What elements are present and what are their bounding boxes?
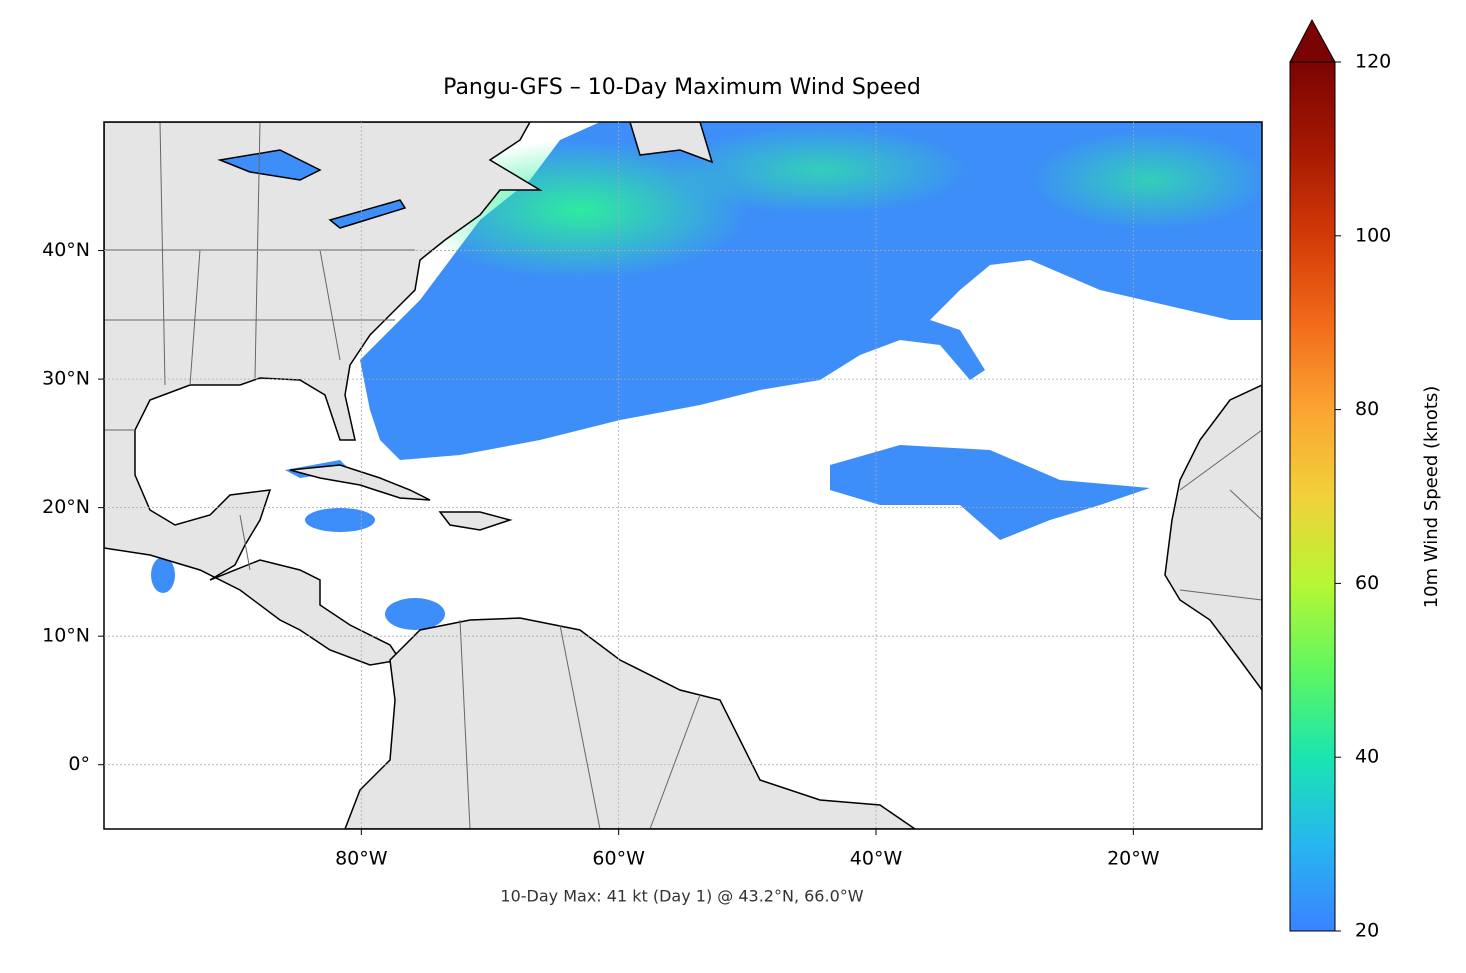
y-tick-label: 20°N [42,496,90,518]
colorbar-label: 10m Wind Speed (knots) [1421,386,1442,609]
great-lakes [217,149,407,229]
y-tick-label: 10°N [42,625,90,647]
colorbar-tick-label: 80 [1355,398,1379,420]
x-tick-label: 20°W [1107,848,1160,870]
annotation: 10-Day Max: 41 kt (Day 1) @ 43.2°N, 66.0… [500,887,863,906]
y-tick-label: 40°N [42,239,90,261]
north-america [104,122,543,666]
x-tick-label: 60°W [592,848,645,870]
colorbar-tick-label: 40 [1355,746,1379,768]
y-tick-label: 0° [68,753,90,775]
colorbar-extend [1289,18,1336,63]
x-tick-label: 80°W [335,848,388,870]
colorbar-frame [1289,61,1336,932]
borders [104,122,1262,829]
map [104,122,1262,829]
colorbar [1290,62,1335,931]
colorbar-tick-label: 20 [1355,920,1379,942]
x-tick-label: 40°W [850,848,903,870]
chart-title: Pangu-GFS – 10-Day Maximum Wind Speed [443,75,921,100]
hispaniola [438,511,513,531]
y-tick-label: 30°N [42,368,90,390]
colorbar-tick-label: 120 [1355,51,1391,73]
colorbar-tick-label: 100 [1355,224,1391,246]
frame [103,121,1263,830]
south-america [344,617,917,829]
cuba [289,464,431,501]
colorbar-tick-label: 60 [1355,572,1379,594]
africa [1164,384,1262,692]
newfoundland [629,122,714,164]
